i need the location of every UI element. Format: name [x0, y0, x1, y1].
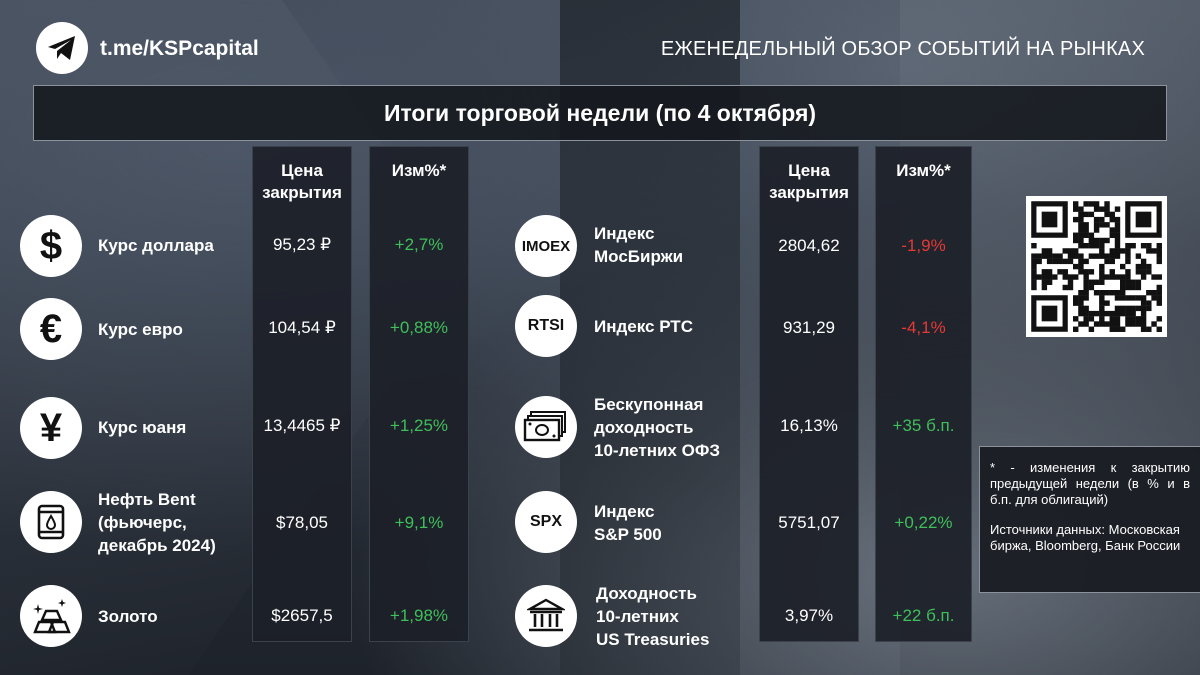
bank-building-icon — [515, 585, 577, 647]
change-value: +9,1% — [394, 513, 444, 532]
change-value: -4,1% — [901, 318, 946, 337]
asset-label: Курс доллара — [98, 236, 214, 255]
change-value: +0,88% — [389, 318, 449, 337]
close-price: 3,97% — [784, 606, 834, 625]
close-price: 2804,62 — [778, 236, 840, 255]
oil-barrel-icon — [20, 491, 82, 553]
close-price: $2657,5 — [271, 606, 333, 625]
asset-label: Индекс S&P 500 — [594, 502, 662, 544]
right-change-header: Изм%* — [896, 161, 951, 180]
asset-label: Курс евро — [98, 320, 183, 339]
banknotes-icon — [515, 396, 577, 458]
right-price-header: Цена закрытия — [769, 161, 849, 202]
asset-label: Золото — [98, 607, 158, 626]
left-price-header: Цена закрытия — [262, 161, 342, 202]
qr-code-pattern — [1031, 201, 1162, 332]
footnote-changes: * - изменения к закрытию предыдущей неде… — [990, 460, 1190, 507]
close-price: 5751,07 — [778, 513, 840, 532]
close-price: $78,05 — [276, 513, 328, 532]
change-value: +1,25% — [389, 416, 449, 435]
rtsi-icon: RTSI — [515, 295, 577, 357]
change-value: +22 б.п. — [892, 606, 955, 625]
close-price: 16,13% — [780, 416, 838, 435]
telegram-icon — [48, 36, 75, 60]
change-value: +1,98% — [389, 606, 449, 625]
asset-label: Индекс РТС — [594, 317, 693, 336]
right-price-column — [759, 146, 859, 642]
close-price: 104,54 ₽ — [268, 318, 336, 337]
qr-code[interactable] — [1026, 196, 1167, 337]
asset-label: Нефть Bent (фьючерс, декабрь 2024) — [98, 490, 216, 555]
close-price: 931,29 — [783, 318, 835, 337]
asset-label: Доходность 10-летних US Treasuries — [596, 584, 710, 649]
imoex-icon: IMOEX — [515, 215, 577, 277]
channel-link[interactable]: t.me/KSPcapital — [100, 37, 259, 60]
telegram-logo[interactable] — [36, 22, 88, 74]
overview-heading: ЕЖЕНЕДЕЛЬНЫЙ ОБЗОР СОБЫТИЙ НА РЫНКАХ — [660, 38, 1145, 60]
page-title: Итоги торговой недели (по 4 октября) — [383, 99, 817, 126]
gold-bars-icon — [20, 585, 82, 647]
asset-label: Курс юаня — [98, 418, 187, 437]
asset-label: Бескупонная доходность 10-летних ОФЗ — [594, 395, 720, 460]
asset-label: Индекс МосБиржи — [594, 224, 684, 266]
change-value: -1,9% — [901, 236, 946, 255]
change-value: +35 б.п. — [892, 416, 955, 435]
change-value: +2,7% — [394, 235, 444, 254]
title-bar: Итоги торговой недели (по 4 октября) — [33, 85, 1167, 141]
footnote-box: * - изменения к закрытию предыдущей неде… — [979, 446, 1200, 593]
yuan-icon: ¥ — [20, 397, 82, 459]
dollar-icon: $ — [20, 215, 82, 277]
change-value: +0,22% — [894, 513, 953, 532]
footnote-sources: Источники данных: Московская биржа, Bloo… — [990, 522, 1181, 553]
spx-icon: SPX — [515, 491, 577, 553]
euro-icon: € — [20, 298, 82, 360]
close-price: 95,23 ₽ — [272, 235, 332, 254]
close-price: 13,4465 ₽ — [263, 416, 341, 435]
left-change-column — [369, 146, 469, 642]
left-change-header: Изм%* — [391, 161, 447, 180]
left-price-column — [252, 146, 352, 642]
right-change-column — [875, 146, 972, 642]
